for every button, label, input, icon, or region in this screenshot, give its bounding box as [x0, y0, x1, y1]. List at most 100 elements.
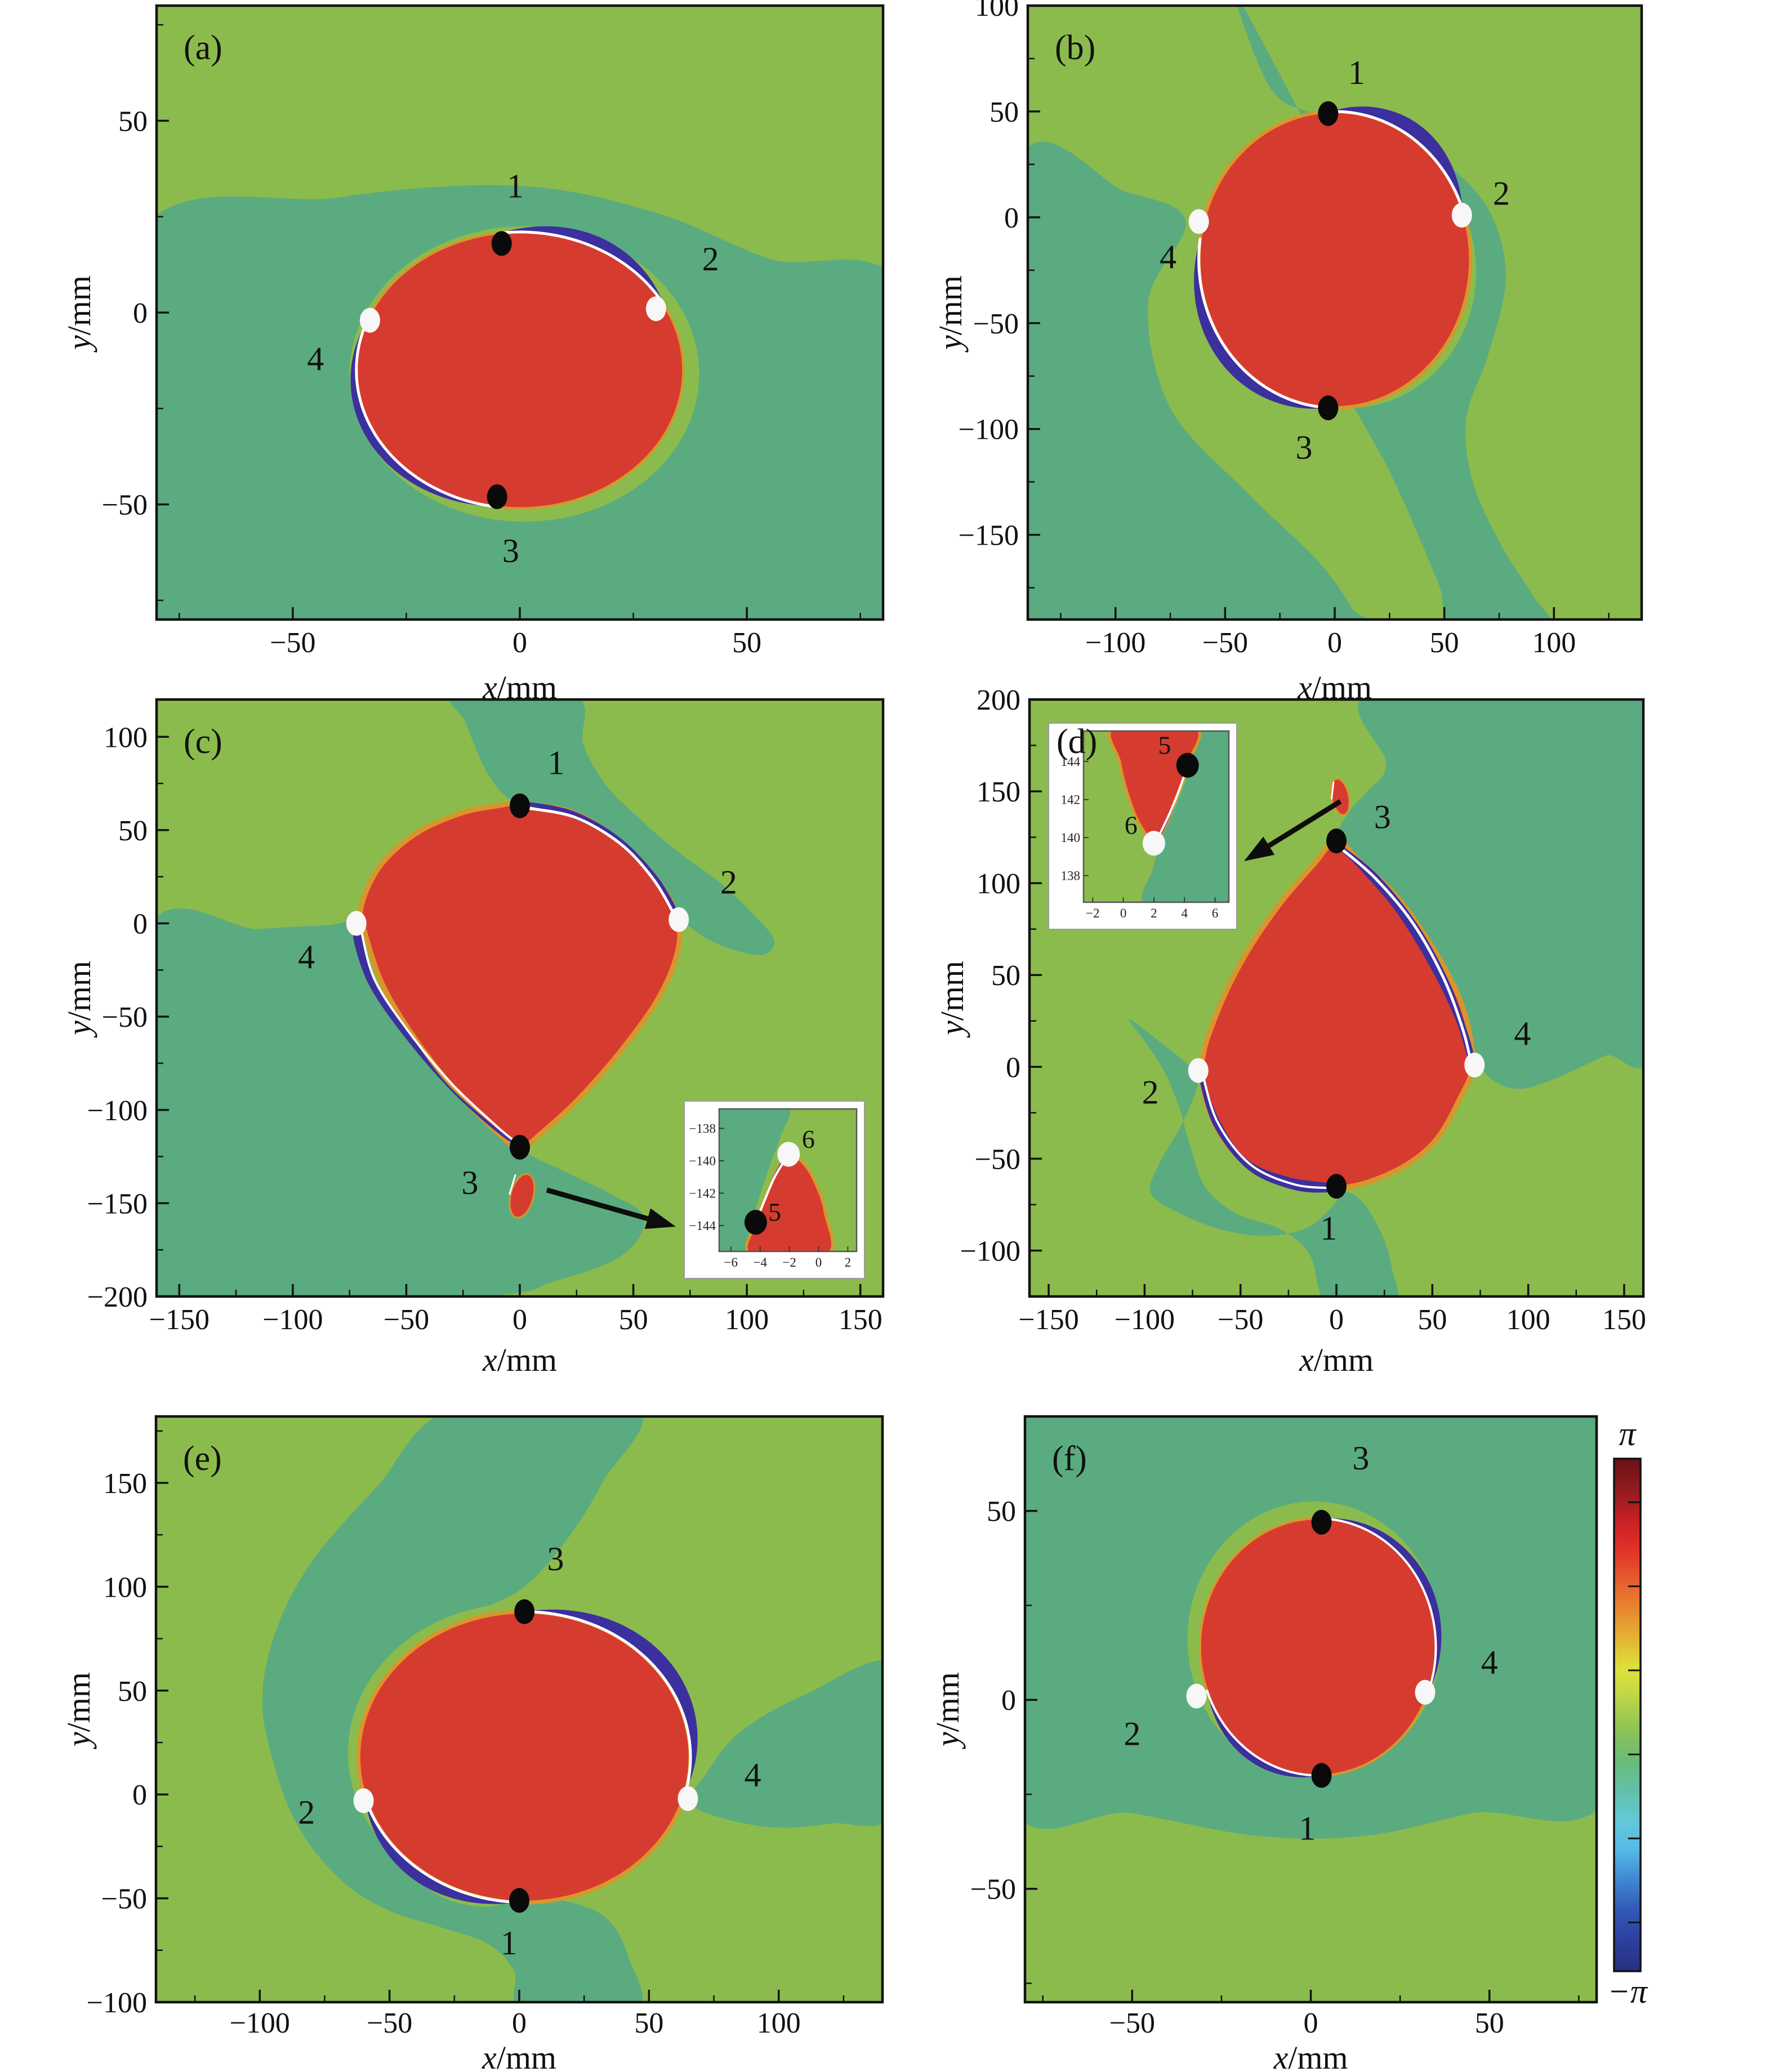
- point-label-2: 2: [1124, 1715, 1140, 1753]
- x-tick-label: 100: [725, 1304, 769, 1336]
- x-tick-label: −50: [1202, 627, 1248, 659]
- point-label-3: 3: [547, 1540, 564, 1578]
- svg-text:6: 6: [1212, 906, 1219, 920]
- inset-frame: [718, 1108, 858, 1253]
- y-tick-label: 0: [133, 297, 148, 329]
- point-label-2: 2: [720, 864, 737, 901]
- point-label-4: 4: [298, 938, 315, 975]
- region-shape-d-5: [1336, 845, 1472, 1063]
- x-tick-label: −150: [1018, 1304, 1078, 1336]
- point-label-1: 1: [507, 168, 524, 205]
- svg-text:2: 2: [845, 1255, 852, 1269]
- point-label-4: 4: [745, 1756, 761, 1793]
- inset-c: 56−6 −4 −2 0 2−138−140−142−144: [684, 1100, 865, 1279]
- y-tick-label: −50: [101, 1883, 147, 1915]
- svg-text:0: 0: [815, 1255, 822, 1269]
- point-marker-2: [645, 296, 666, 322]
- x-tick-label: 150: [1602, 1304, 1646, 1336]
- point-marker-1: [509, 1888, 529, 1913]
- y-tick-label: 50: [991, 960, 1020, 992]
- svg-text:−140: −140: [689, 1154, 716, 1168]
- zoom-arrow: [546, 1187, 676, 1229]
- svg-text:−144: −144: [689, 1219, 716, 1233]
- inset-shape-0: [719, 1109, 790, 1251]
- subplot-letter-c: (c): [184, 723, 222, 761]
- region-shape-b-0: [1028, 141, 1371, 620]
- y-tick-label: 0: [133, 908, 148, 941]
- y-tick-label: 50: [987, 1496, 1016, 1528]
- region-shape-e-7: [363, 1795, 520, 1904]
- point-label-1: 1: [1299, 1810, 1316, 1847]
- inset-plot-area: 56: [1084, 731, 1229, 902]
- x-tick-label: 0: [1327, 627, 1342, 659]
- y-tick-label: 0: [1001, 1685, 1016, 1717]
- y-tick-label: 0: [1004, 202, 1019, 234]
- axis-label-y: y/mm: [61, 961, 97, 1038]
- region-shape-e-3: [356, 1610, 693, 1905]
- point-label-5: 5: [768, 1197, 781, 1226]
- y-tick-label: −200: [87, 1281, 148, 1313]
- y-tick-label: −100: [960, 1235, 1020, 1267]
- point-label-2: 2: [1493, 175, 1510, 212]
- colorbar-label-top: π: [1619, 1415, 1637, 1452]
- axis-ticks-d: [1029, 698, 1625, 1298]
- y-tick-label: −100: [87, 1095, 148, 1127]
- region-shape-d-1: [1129, 1019, 1399, 1296]
- axis-ticks-e: [156, 1430, 845, 2003]
- point-label-5: 5: [1158, 731, 1171, 760]
- subplot-e: 3 4 2 1 −100 −50 0 50 100 150 100 50 0 −50 −100 x/mm y/m…: [60, 1415, 884, 2072]
- x-tick-label: −100: [230, 2007, 290, 2039]
- point-label-4: 4: [1481, 1643, 1498, 1681]
- point-label-2: 2: [702, 240, 719, 278]
- region-shape-b-7: [1197, 237, 1332, 409]
- x-tick-label: −50: [1109, 2007, 1155, 2039]
- y-tick-label: −50: [973, 308, 1019, 340]
- x-tick-label: 0: [512, 2007, 527, 2039]
- y-tick-label: 100: [975, 0, 1019, 23]
- colorbar-label-bottom: −π: [1607, 1973, 1648, 2010]
- y-tick-label: 200: [977, 684, 1020, 716]
- x-tick-label: −100: [1115, 1304, 1175, 1336]
- y-tick-label: −100: [87, 1987, 147, 2019]
- region-shape-c-3: [524, 801, 681, 929]
- y-tick-label: 150: [977, 776, 1020, 808]
- y-tick-label: 100: [104, 721, 148, 754]
- point-label-4: 4: [1514, 1015, 1531, 1052]
- axis-ticks-b: [1028, 5, 1610, 620]
- plot-area-c: 1 2 3 4: [157, 699, 883, 1296]
- point-marker-1: [510, 793, 530, 818]
- point-label-3: 3: [502, 532, 519, 569]
- svg-text:144: 144: [1061, 755, 1081, 769]
- region-shape-d-0: [1336, 699, 1643, 1089]
- point-marker-3: [510, 1135, 530, 1160]
- point-marker-2: [353, 1788, 374, 1813]
- point-marker-6: [777, 1142, 800, 1167]
- point-label-1: 1: [548, 745, 565, 782]
- region-shape-f-3: [1322, 1518, 1442, 1697]
- svg-text:142: 142: [1061, 793, 1081, 807]
- svg-text:138: 138: [1061, 869, 1081, 883]
- subplot-letter-a: (a): [184, 29, 222, 67]
- axis-label-x: x/mm: [1299, 1342, 1374, 1378]
- point-label-6: 6: [1125, 810, 1138, 839]
- point-marker-3: [1311, 1509, 1332, 1535]
- point-marker-4: [1188, 209, 1209, 234]
- inset-plot-area: 56: [719, 1109, 857, 1251]
- x-tick-label: 50: [1418, 1304, 1447, 1336]
- point-marker-2: [1451, 203, 1472, 228]
- x-tick-label: −100: [262, 1304, 323, 1336]
- axis-label-y: y/mm: [934, 961, 970, 1038]
- region-shape-c-7: [509, 1173, 536, 1219]
- region-shape-e-1: [689, 1660, 882, 1828]
- x-tick-label: 100: [1506, 1304, 1550, 1336]
- region-shape-a-5: [498, 230, 666, 307]
- point-marker-2: [1186, 1683, 1207, 1709]
- point-label-3: 3: [1296, 429, 1313, 466]
- region-shape-a-2: [355, 230, 685, 510]
- point-marker-3: [514, 1599, 535, 1624]
- y-tick-label: −150: [959, 520, 1019, 552]
- inset-frame: [1082, 730, 1230, 903]
- subplot-letter-b: (b): [1055, 29, 1095, 67]
- svg-text:−6: −6: [724, 1255, 738, 1269]
